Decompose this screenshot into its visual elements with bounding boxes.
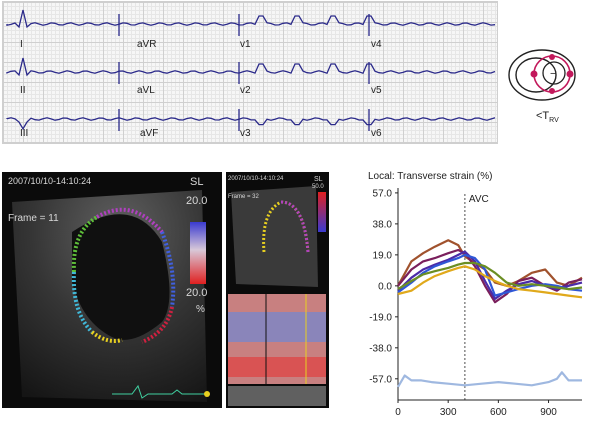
side-contour	[262, 200, 310, 253]
echo-main-frame: Frame = 11	[8, 213, 59, 224]
speckle-contour-green	[71, 215, 99, 273]
ecg-traces	[6, 9, 496, 131]
echo-main-timestamp: 2007/10/10-14:10:24	[8, 176, 92, 186]
lv-inner	[542, 61, 566, 85]
side-sector	[231, 186, 318, 287]
x-tick-label: 600	[490, 407, 507, 418]
trv-label: <TRV	[536, 110, 559, 124]
lead-label-v1: v1	[240, 39, 251, 50]
m-mode-strip	[228, 386, 326, 406]
strain-series-line	[397, 253, 583, 297]
trv-label-main: <T	[536, 110, 550, 122]
speckle-contour-red	[141, 306, 174, 344]
speckle-contour-purple	[96, 207, 164, 234]
ecg-mini-trace	[112, 384, 207, 399]
y-tick-label: 0.0	[378, 281, 392, 292]
echo-main-graphic	[12, 190, 210, 402]
y-tick-label: 57.0	[373, 188, 393, 199]
strain-series-line	[397, 265, 583, 299]
echo-main-scale-bottom: 20.0	[186, 287, 208, 299]
lead-label-avr: aVR	[137, 39, 157, 50]
marker-dot	[549, 88, 555, 94]
ecg-trace-row	[6, 57, 496, 77]
strain-map-band	[228, 312, 326, 342]
strain-chart: Local: Transverse strain (%) 57.0 38.0 19.…	[360, 166, 590, 422]
trv-label-sub: RV	[549, 117, 559, 125]
y-tick-label: -57.0	[369, 374, 392, 385]
x-tick-label: 900	[540, 407, 557, 418]
marker-dot	[530, 70, 538, 78]
y-tick-label: -19.0	[369, 312, 392, 323]
y-tick-label: 38.0	[373, 219, 393, 230]
color-scale-bar	[190, 222, 206, 284]
x-tick-label: 0	[395, 407, 401, 418]
side-color-scale	[318, 192, 326, 232]
speckle-contour-yellow	[90, 330, 123, 343]
marker-dot	[549, 54, 555, 60]
outer-contour	[508, 49, 576, 101]
strain-map-band	[228, 357, 326, 377]
echo-image-side: 2007/10/10-14:10:24 SL Frame = 32 50.0	[226, 172, 329, 408]
ecg-trace-row	[6, 117, 496, 131]
frame-marker	[204, 391, 210, 397]
echo-main-mode: SL	[190, 176, 204, 188]
echo-side-frame: Frame = 32	[228, 194, 259, 200]
y-tick-label: 19.0	[373, 250, 393, 261]
y-tick-label: -38.0	[369, 343, 392, 354]
marker-dot	[566, 70, 574, 78]
lead-label-v3: v3	[240, 128, 251, 139]
lead-label-iii: III	[20, 128, 29, 139]
lead-label-ii: II	[20, 85, 26, 96]
side-contour-purple	[280, 200, 310, 253]
lv-cavity	[72, 214, 170, 340]
echo-image-main: 2007/10/10-14:10:24 SL Frame = 11 20.0 2…	[2, 172, 222, 408]
echo-side-timestamp: 2007/10/10-14:10:24	[228, 176, 284, 182]
ecg-strip: I II III aVR aVL aVF v1 v2 v3 v4 v5 v6	[2, 1, 498, 144]
lead-label-avf: aVF	[140, 128, 159, 139]
echo-side-scale-top: 50.0	[312, 184, 324, 190]
strain-series-line	[397, 261, 583, 291]
rv-contour	[515, 57, 557, 93]
ecg-trace-row	[6, 9, 496, 29]
x-tick-label: 300	[440, 407, 457, 418]
lead-label-v5: v5	[371, 85, 382, 96]
speckle-contour-blue	[160, 231, 176, 308]
echo-main-scale-top: 20.0	[186, 195, 208, 207]
echo-main-unit: %	[196, 304, 205, 315]
lead-label-v2: v2	[240, 85, 251, 96]
minus-sign: −	[550, 68, 556, 80]
echo-side-mode: SL	[314, 176, 323, 183]
lead-label-v6: v6	[371, 128, 382, 139]
strain-plot: 57.0 38.0 19.0 0.0 -19.0 -38.0 -57.0 0 300 600 900…	[369, 188, 583, 418]
chart-title: Local: Transverse strain (%)	[368, 171, 493, 182]
echo-side-graphic	[228, 186, 326, 406]
strain-series-line	[397, 371, 582, 388]
lead-label-avl: aVL	[137, 85, 155, 96]
heart-schematic: −	[508, 49, 576, 101]
lead-label-i: I	[20, 39, 23, 50]
lead-label-v4: v4	[371, 39, 382, 50]
avc-label: AVC	[469, 194, 489, 205]
